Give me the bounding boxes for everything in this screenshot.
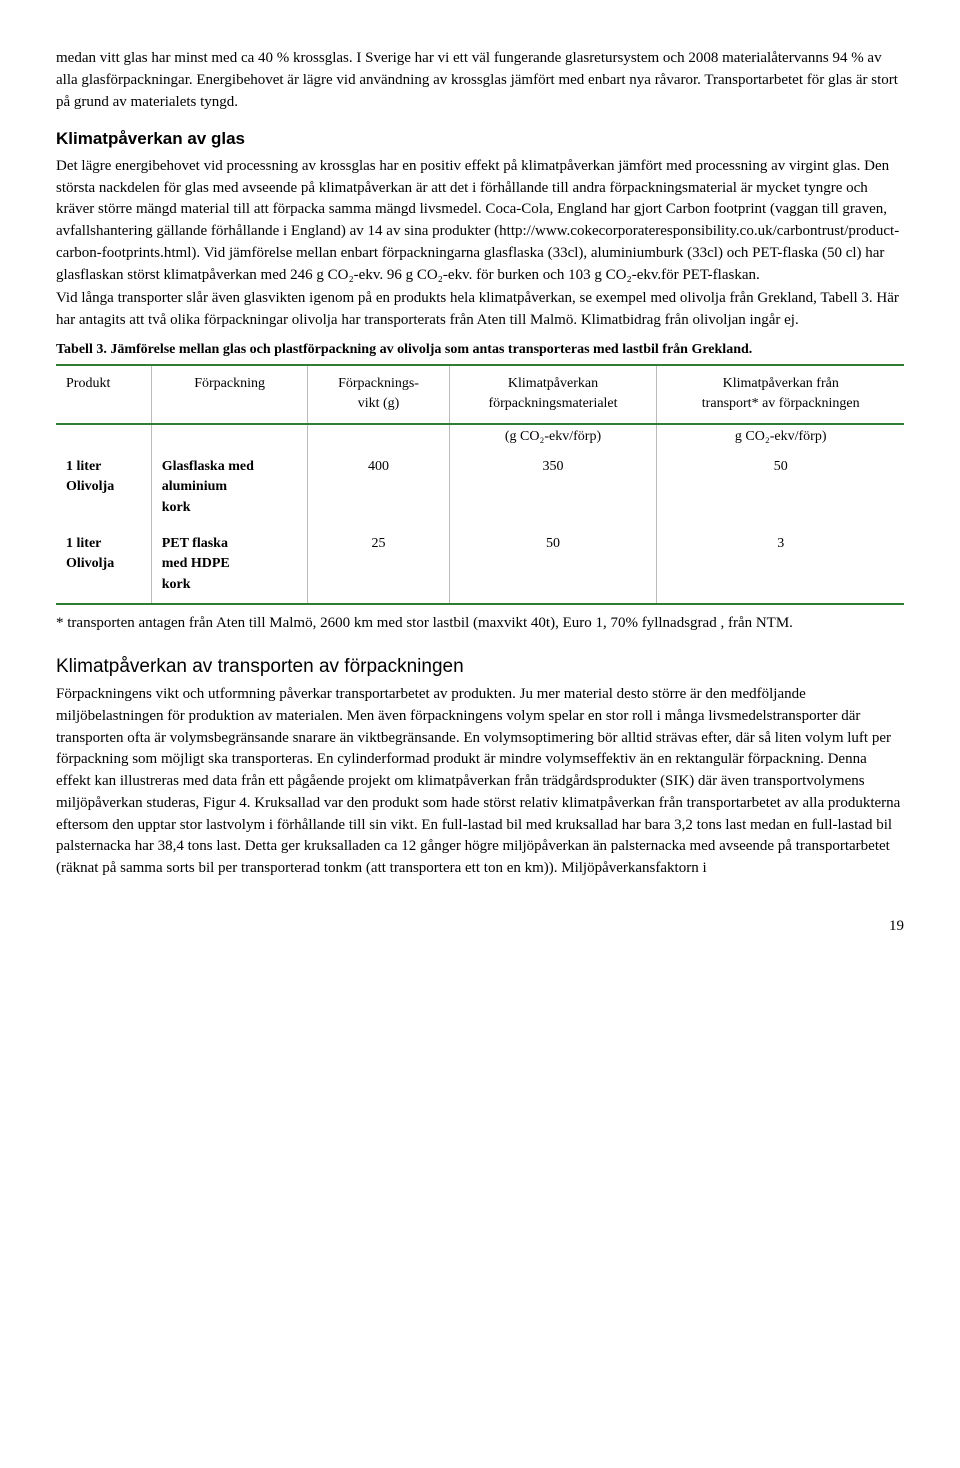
section1-paragraph-1: Det lägre energibehovet vid processning … [56,156,904,287]
heading-transport: Klimatpåverkan av transporten av förpack… [56,653,904,681]
table-footnote: * transporten antagen från Aten till Mal… [56,613,904,635]
table-row: PET flaskamed HDPEkork [151,526,308,604]
table-row: 3 [657,526,904,604]
table-row: Glasflaska medaluminiumkork [151,449,308,526]
col-produkt: Produkt [56,365,151,424]
section1-paragraph-2: Vid långa transporter slår även glasvikt… [56,288,904,332]
table-row: 50 [657,449,904,526]
table-row: 25 [308,526,449,604]
subhead-2 [308,424,449,449]
table-row: 1 literOlivolja [56,449,151,526]
col-vikt: Förpacknings-vikt (g) [308,365,449,424]
heading-klimat-glas: Klimatpåverkan av glas [56,127,904,152]
intro-paragraph: medan vitt glas har minst med ca 40 % kr… [56,48,904,113]
subhead-4: g CO₂-ekv/förp) [657,424,904,449]
col-klimat-transport: Klimatpåverkan fråntransport* av förpack… [657,365,904,424]
col-klimat-mat: Klimatpåverkanförpackningsmaterialet [449,365,657,424]
comparison-table: Produkt Förpackning Förpacknings-vikt (g… [56,364,904,605]
col-forpackning: Förpackning [151,365,308,424]
subhead-1 [151,424,308,449]
table-row: 400 [308,449,449,526]
table-row: 50 [449,526,657,604]
table-row: 1 literOlivolja [56,526,151,604]
subhead-0 [56,424,151,449]
section2-paragraph: Förpackningens vikt och utformning påver… [56,684,904,880]
table-row: 350 [449,449,657,526]
page-number: 19 [56,916,904,938]
table-caption: Tabell 3. Jämförelse mellan glas och pla… [56,340,904,360]
subhead-3: (g CO₂-ekv/förp) [449,424,657,449]
